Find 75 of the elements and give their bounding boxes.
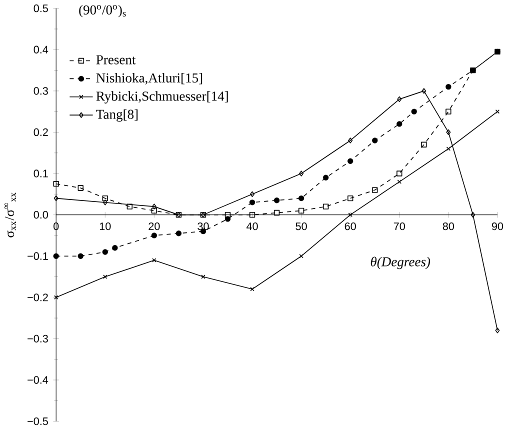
y-tick-label: −0.3 (28, 335, 48, 343)
point (372, 187, 378, 194)
point (53, 181, 59, 187)
x-tick-label: 60 (344, 222, 356, 230)
legend-label: Rybicki,Schmuesser[14] (96, 91, 228, 104)
point (411, 108, 417, 115)
point (348, 158, 354, 164)
point (348, 196, 354, 202)
point (152, 204, 156, 210)
point (103, 274, 108, 280)
y-tick-label: 0.0 (34, 211, 48, 219)
legend-label: Present (96, 56, 136, 65)
y-tick-label: −0.1 (28, 252, 48, 260)
y-tick-label: −0.2 (28, 294, 48, 302)
point (151, 232, 158, 238)
point (322, 174, 329, 181)
legend-label: Nishioka,Atluri[15] (96, 73, 202, 85)
point (446, 146, 451, 152)
point (249, 212, 256, 218)
x-tick-label: 10 (100, 222, 111, 230)
y-tick-label: 0.5 (34, 4, 48, 12)
point (112, 245, 118, 251)
point (224, 212, 231, 218)
y-tick-label: 0.2 (34, 128, 48, 136)
point (102, 200, 108, 206)
point (78, 185, 84, 191)
point (298, 196, 304, 202)
point (78, 253, 84, 260)
point (299, 170, 304, 177)
x-tick-label: 70 (394, 222, 405, 230)
point (322, 204, 329, 210)
x-tick-label: 40 (246, 222, 258, 230)
point (274, 198, 280, 204)
point (249, 200, 256, 206)
x-tick-label: 80 (442, 222, 454, 230)
point (274, 210, 280, 216)
point (470, 212, 476, 218)
y-axis-title: σ$_{xx}$/σ$^{∞}$xx (4, 192, 16, 238)
point (224, 216, 231, 222)
point (299, 254, 304, 258)
point (152, 258, 156, 263)
point (397, 96, 402, 102)
y-tick-label: −0.5 (28, 418, 48, 426)
point (53, 253, 59, 260)
point (446, 84, 452, 90)
y-tick-label: 0.4 (34, 46, 48, 54)
x-tick-label: 20 (148, 222, 160, 230)
point (176, 230, 182, 236)
point (396, 121, 402, 127)
point (446, 130, 451, 136)
point (126, 204, 133, 210)
point (396, 170, 402, 177)
point (151, 208, 158, 214)
point (102, 249, 108, 256)
point (348, 212, 352, 218)
chart-title: (90$^{o}$/0$^{o}$)$_{s}$ (79, 5, 126, 18)
y-tick-label: 0.1 (34, 170, 48, 178)
point (372, 138, 378, 144)
point (250, 192, 254, 198)
x-tick-label: 90 (492, 222, 504, 230)
legend-label: Tang[8] (96, 110, 138, 122)
point (201, 274, 206, 280)
point (348, 138, 353, 144)
x-tick-label: 50 (296, 222, 307, 230)
y-tick-label: −0.4 (28, 376, 48, 384)
point (446, 108, 452, 115)
point (298, 208, 304, 214)
x-tick-label: 30 (198, 222, 209, 230)
point (421, 142, 427, 148)
point (102, 196, 108, 202)
point (397, 180, 402, 184)
point (422, 88, 426, 94)
y-tick-label: 0.3 (34, 87, 48, 95)
point (250, 287, 254, 292)
x-axis-title: θ(Degrees) (370, 256, 430, 270)
